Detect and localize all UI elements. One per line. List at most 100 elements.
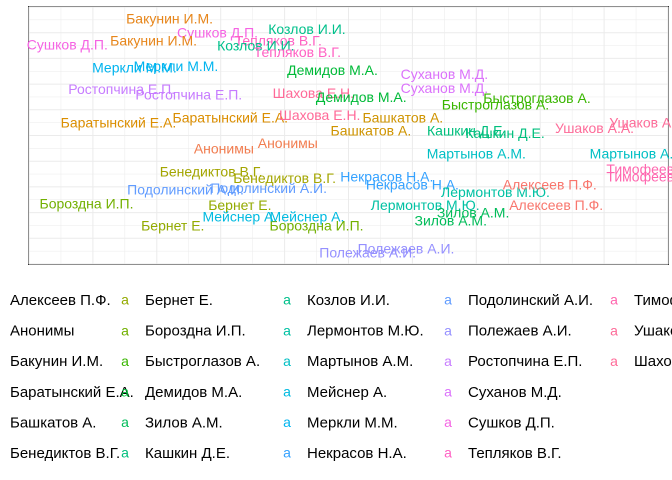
point-label: Ростопчина Е.П. — [68, 81, 175, 97]
legend-item: aАнонимы — [10, 323, 74, 340]
legend-item: a Мейснер А. — [283, 384, 387, 401]
point-label: Мартынов А.М. — [427, 145, 526, 161]
legend-label: Баратынский Е.А. — [10, 384, 134, 401]
legend-key-glyph: a — [444, 292, 452, 308]
point-label: Полежаев А.И. — [319, 244, 416, 260]
point-label: Шахова Е.Н. — [279, 107, 360, 123]
legend-label: Мартынов А.М. — [307, 353, 413, 370]
point-label: Ушаков А.А. — [555, 120, 634, 136]
legend-key-glyph: a — [121, 292, 129, 308]
legend-item: a Быстроглазов А. — [121, 353, 260, 370]
point-label: Козлов И.И. — [217, 38, 294, 54]
point-label: Бернет Е. — [208, 197, 271, 213]
legend-key-glyph: a — [283, 414, 291, 430]
legend-label: Подолинский А.И. — [468, 292, 593, 309]
point-label: Бороздна И.П. — [270, 217, 364, 233]
point-label: Башкатов А. — [362, 109, 443, 125]
point-label: Меркли М.М. — [134, 58, 219, 74]
legend-label: Кашкин Д.Е. — [145, 445, 230, 462]
point-label: Бакунин И.М. — [110, 32, 197, 48]
point-label: Бернет Е. — [141, 217, 204, 233]
point-label: Баратынский Е.А. — [173, 109, 289, 125]
point-label: Зилов А.М. — [414, 212, 487, 228]
legend: aАлексеев П.Ф.aАнонимыaБакунин И.М.aБара… — [10, 292, 672, 462]
point-label: Лермонтов М.Ю. — [441, 184, 550, 200]
legend-label: Мейснер А. — [307, 384, 387, 401]
legend-label: Лермонтов М.Ю. — [307, 323, 424, 340]
point-label: Полежаев А.И. — [358, 241, 455, 257]
legend-item: a Бернет Е. — [121, 292, 213, 309]
point-label: Бенедиктов В.Г. — [233, 170, 336, 186]
legend-key-glyph: a — [121, 414, 129, 430]
point-label: Мейснер А. — [202, 208, 277, 224]
point-label: Баратынский Е.А. — [61, 115, 177, 131]
point-label: Лермонтов М.Ю. — [371, 197, 480, 213]
legend-key-glyph: a — [444, 353, 452, 369]
legend-item: a Мартынов А.М. — [283, 353, 413, 370]
point-label: Бакунин И.М. — [126, 11, 213, 27]
legend-label: Алексеев П.Ф. — [10, 292, 111, 309]
legend-label: Бернет Е. — [145, 292, 213, 309]
point-label: Алексеев П.Ф. — [503, 176, 597, 192]
legend-item: a Зилов А.М. — [121, 414, 223, 431]
legend-label: Демидов М.А. — [145, 384, 242, 401]
legend-key-glyph: a — [610, 353, 618, 369]
point-label: Тимофеев А. — [606, 169, 672, 185]
point-label: Кашкин Д.Е. — [427, 122, 506, 138]
point-label: Ростопчина Е.П. — [135, 86, 242, 102]
point-label: Сушков Д.П. — [177, 25, 258, 41]
legend-item: a Ушаков А.А. — [610, 322, 672, 339]
legend-item: a Некрасов Н.А. — [283, 445, 407, 462]
legend-item: a Шахова Е.Н. — [610, 353, 672, 370]
legend-key-glyph: a — [444, 322, 452, 338]
legend-label: Бакунин И.М. — [10, 353, 103, 370]
point-label: Подолинский А.И. — [127, 181, 244, 197]
legend-item: a Кашкин Д.Е. — [121, 445, 230, 462]
legend-label: Некрасов Н.А. — [307, 445, 407, 462]
legend-label: Шахова Е.Н. — [634, 353, 672, 370]
point-label: Быстроглазов А. — [483, 90, 590, 106]
point-label: Кашкин Д.Е. — [465, 125, 544, 141]
legend-key-glyph: a — [283, 445, 291, 461]
legend-key-glyph: a — [283, 322, 291, 338]
legend-item: a Сушков Д.П. — [444, 414, 555, 431]
legend-label: Ушаков А.А. — [634, 323, 672, 340]
legend-item: aБашкатов А. — [10, 414, 96, 431]
legend-item: a Тепляков В.Г. — [444, 445, 561, 462]
point-label: Быстроглазов А. — [442, 97, 549, 113]
point-label: Тепляков В.Г. — [235, 32, 322, 48]
legend-key-glyph: a — [121, 353, 129, 369]
legend-label: Башкатов А. — [10, 414, 96, 431]
legend-key-glyph: a — [121, 322, 129, 338]
legend-label: Меркли М.М. — [307, 414, 398, 431]
point-label: Некрасов Н.А. — [366, 176, 459, 192]
legend-key-glyph: a — [283, 353, 291, 369]
legend-key-glyph: a — [121, 384, 129, 400]
legend-item: aАлексеев П.Ф. — [10, 292, 111, 309]
point-label: Козлов И.И. — [268, 21, 345, 37]
legend-key-glyph: a — [444, 445, 452, 461]
legend-label: Сушков Д.П. — [468, 414, 555, 431]
legend-key-glyph: a — [283, 292, 291, 308]
point-label: Бенедиктов В.Г. — [160, 163, 263, 179]
legend-key-glyph: a — [444, 384, 452, 400]
legend-label: Ростопчина Е.П. — [468, 353, 582, 370]
legend-label: Бенедиктов В.Г. — [10, 445, 120, 462]
legend-label: Тимофеев А. — [634, 292, 672, 309]
legend-item: a Ростопчина Е.П. — [444, 353, 582, 370]
point-label: Зилов А.М. — [437, 205, 510, 221]
point-label: Демидов М.А. — [316, 89, 407, 105]
legend-item: a Полежаев А.И. — [444, 322, 572, 339]
legend-label: Полежаев А.И. — [468, 323, 572, 340]
legend-key-glyph: a — [283, 384, 291, 400]
point-label: Бороздна И.П. — [40, 196, 134, 212]
grid — [28, 6, 669, 265]
point-label: Мартынов А.М. — [590, 145, 672, 161]
legend-key-glyph: a — [444, 414, 452, 430]
point-label: Суханов М.Д. — [401, 80, 489, 96]
legend-key-glyph: a — [121, 445, 129, 461]
legend-item: a Тимофеев А. — [610, 292, 672, 309]
point-label: Мейснер А. — [270, 208, 345, 224]
legend-label: Тепляков В.Г. — [468, 445, 562, 462]
